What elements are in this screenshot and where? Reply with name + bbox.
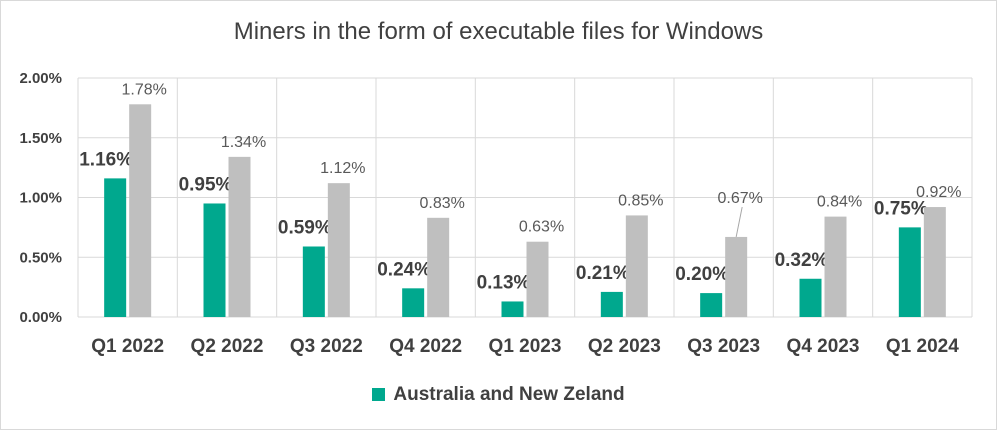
data-label-australia-nz: 0.24% [377,259,431,280]
bar-australia-nz [104,178,127,317]
x-tick-label: Q1 2024 [886,336,959,357]
x-tick-label: Q2 2022 [191,336,264,357]
data-label-australia-nz: 0.95% [179,174,233,195]
bar-series-2 [427,217,450,317]
x-tick-label: Q3 2022 [290,336,363,357]
data-label-australia-nz: 0.59% [278,217,332,238]
data-label-series-2: 1.78% [121,81,166,98]
bar-australia-nz [501,301,524,317]
bar-australia-nz [203,203,226,317]
x-tick-label: Q3 2023 [687,336,760,357]
bar-australia-nz [898,227,921,317]
y-tick-label: 2.00% [19,70,62,87]
x-tick-label: Q1 2022 [91,336,164,357]
bar-series-2 [625,215,648,317]
data-label-series-2: 0.67% [717,190,762,207]
bar-australia-nz [799,278,822,317]
bar-australia-nz [402,288,425,317]
y-tick-label: 1.50% [19,130,62,147]
bar-series-2 [526,241,549,317]
x-tick-label: Q4 2023 [787,336,860,357]
x-tick-label: Q4 2022 [389,336,462,357]
data-label-series-2: 0.83% [419,195,464,212]
bar-series-2 [824,216,847,317]
data-label-australia-nz: 1.16% [79,149,133,170]
chart-title: Miners in the form of executable files f… [233,18,764,45]
data-label-series-2: 0.84% [817,194,862,211]
data-label-australia-nz: 0.32% [775,250,829,271]
legend-swatch-australia-nz [372,388,386,401]
y-tick-label: 1.00% [19,190,62,207]
legend-label-australia-nz: Australia and New Zeland [393,384,625,405]
bar-series-2 [327,183,350,317]
data-label-series-2: 1.12% [320,160,365,177]
leader-line [735,206,743,238]
data-label-series-2: 0.85% [618,192,663,209]
data-label-australia-nz: 0.75% [874,198,928,219]
data-label-australia-nz: 0.21% [576,263,630,284]
y-tick-label: 0.00% [19,309,62,326]
data-label-australia-nz: 0.13% [477,272,531,293]
bar-series-2 [923,207,946,317]
bar-australia-nz [700,293,723,317]
data-label-series-2: 1.34% [221,134,266,151]
y-tick-label: 0.50% [19,249,62,266]
bar-series-2 [129,104,152,317]
data-label-series-2: 0.92% [916,184,961,201]
bar-series-2 [725,236,748,317]
x-tick-label: Q1 2023 [489,336,562,357]
data-label-australia-nz: 0.20% [675,264,729,285]
bar-australia-nz [600,291,623,317]
bar-series-2 [228,156,251,317]
x-tick-label: Q2 2023 [588,336,661,357]
legend: Australia and New Zeland [0,384,997,406]
bar-australia-nz [302,246,325,317]
data-label-series-2: 0.63% [519,219,564,236]
